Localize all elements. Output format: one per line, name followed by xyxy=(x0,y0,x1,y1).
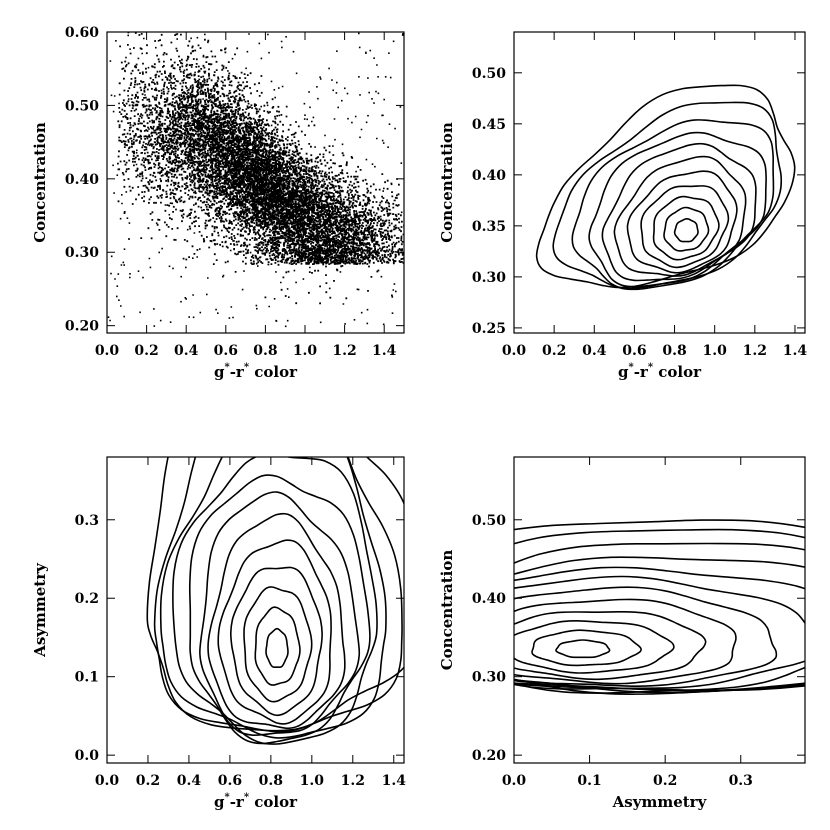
contour-level-12 xyxy=(146,457,404,732)
contour-level-9 xyxy=(571,119,775,291)
x-axis-label: g*-r* color xyxy=(618,362,702,381)
x-tick-label: 1.2 xyxy=(332,343,356,359)
y-tick-label: 0.30 xyxy=(472,670,506,686)
contour-level-6 xyxy=(207,512,346,730)
panel-bl: 0.0 0.2 0.4 0.6 0.8 1.0 1.2 1.4 0.0 0.1 0.2 0.3 g*-r… xyxy=(31,456,407,811)
x-tick-label: 0.4 xyxy=(174,343,199,359)
y-tick-label: 0.20 xyxy=(65,319,99,335)
x-tick-label: 0.0 xyxy=(502,343,527,359)
contour-level-1 xyxy=(265,627,289,669)
x-tick-label: 0.1 xyxy=(577,773,601,789)
x-tick-label: 1.0 xyxy=(703,343,728,359)
x-tick-label: 0.6 xyxy=(214,343,238,359)
x-tick-label: 1.0 xyxy=(300,773,325,789)
contour-level-3 xyxy=(243,586,313,703)
y-axis-label: Concentration xyxy=(31,122,49,243)
y-tick-label: 0.20 xyxy=(472,748,506,764)
y-tick-label: 0.50 xyxy=(65,98,99,114)
contour-level-8 xyxy=(588,131,767,288)
y-tick-label: 0.30 xyxy=(65,245,99,261)
contour-level-4 xyxy=(514,610,707,681)
contour-level-4 xyxy=(640,185,730,269)
y-tick-label: 0.40 xyxy=(65,172,99,188)
x-tick-label: 0.2 xyxy=(136,773,160,789)
y-tick-label: 0.60 xyxy=(65,25,99,41)
y-tick-label: 0.1 xyxy=(75,670,99,686)
x-tick-label: 0.0 xyxy=(95,773,120,789)
plot-area xyxy=(107,32,404,328)
plot-frame xyxy=(106,31,405,334)
contour-level-5 xyxy=(514,598,737,685)
scatter-points xyxy=(107,32,404,328)
contour-level-5 xyxy=(217,539,332,725)
contour-level-9 xyxy=(172,457,378,745)
x-tick-label: 1.2 xyxy=(743,343,767,359)
y-axis-label: Asymmetry xyxy=(31,562,49,658)
plot-area xyxy=(146,457,404,745)
contour-level-3 xyxy=(514,620,675,674)
x-tick-label: 0.2 xyxy=(653,773,677,789)
plot-area xyxy=(535,84,796,291)
contour-level-10 xyxy=(159,457,387,739)
x-tick-label: 0.4 xyxy=(582,343,607,359)
x-axis-label: g*-r* color xyxy=(214,792,298,811)
x-tick-label: 0.6 xyxy=(218,773,242,789)
x-tick-label: 0.6 xyxy=(622,343,646,359)
panel-tl: 0.0 0.2 0.4 0.6 0.8 1.0 1.2 1.4 0.20 0.30 0.40 0.50… xyxy=(31,25,405,381)
contour-level-7 xyxy=(601,142,757,282)
panel-br: 0.0 0.1 0.2 0.3 0.20 0.30 0.40 0.50 Asymmetry Con… xyxy=(438,456,806,811)
contour-level-11 xyxy=(535,84,796,289)
contour-level-7 xyxy=(514,575,805,690)
y-tick-label: 0.2 xyxy=(75,591,99,607)
contour-level-2 xyxy=(531,629,642,667)
y-axis-label: Concentration xyxy=(438,122,456,243)
y-tick-label: 0.40 xyxy=(472,168,506,184)
plot-frame xyxy=(106,456,405,764)
x-tick-label: 1.4 xyxy=(783,343,808,359)
contour-level-11 xyxy=(153,457,403,733)
y-tick-label: 0.50 xyxy=(472,66,506,82)
plot-area xyxy=(514,519,805,695)
contour-level-4 xyxy=(229,566,323,717)
y-tick-label: 0.50 xyxy=(472,513,506,529)
y-axis-label: Concentration xyxy=(438,550,456,671)
contour-level-2 xyxy=(663,206,710,252)
x-tick-label: 1.4 xyxy=(382,773,407,789)
contour-level-1 xyxy=(673,218,699,243)
contour-level-6 xyxy=(514,586,778,687)
x-tick-label: 0.2 xyxy=(134,343,158,359)
y-tick-label: 0.3 xyxy=(75,513,99,529)
x-tick-label: 0.8 xyxy=(259,773,283,789)
x-tick-label: 0.8 xyxy=(253,343,277,359)
panel-tr: 0.0 0.2 0.4 0.6 0.8 1.0 1.2 1.4 0.25 0.30 0.35 0.40… xyxy=(438,31,808,381)
contour-level-2 xyxy=(254,606,301,686)
plot-frame xyxy=(513,31,806,334)
x-tick-label: 0.8 xyxy=(662,343,686,359)
y-tick-label: 0.0 xyxy=(75,748,100,764)
x-tick-label: 1.4 xyxy=(372,343,397,359)
x-tick-label: 1.2 xyxy=(341,773,365,789)
y-tick-label: 0.40 xyxy=(472,591,506,607)
x-tick-label: 1.0 xyxy=(293,343,318,359)
plot-frame xyxy=(513,456,806,764)
contour-level-5 xyxy=(626,170,738,274)
y-tick-label: 0.25 xyxy=(472,321,506,337)
y-tick-label: 0.35 xyxy=(472,219,506,235)
x-tick-label: 0.0 xyxy=(502,773,527,789)
x-axis-label: g*-r* color xyxy=(214,362,298,381)
contour-level-8 xyxy=(188,474,371,745)
x-axis-label: Asymmetry xyxy=(612,793,708,811)
x-tick-label: 0.2 xyxy=(542,343,566,359)
x-tick-label: 0.4 xyxy=(177,773,202,789)
contour-level-3 xyxy=(652,195,720,261)
contour-level-1 xyxy=(555,639,611,659)
contour-level-10 xyxy=(552,101,783,290)
y-tick-label: 0.30 xyxy=(472,270,506,286)
x-tick-label: 0.0 xyxy=(95,343,120,359)
contour-level-8 xyxy=(514,566,805,694)
contour-level-7 xyxy=(199,491,361,737)
x-tick-label: 0.3 xyxy=(729,773,753,789)
y-tick-label: 0.45 xyxy=(472,117,506,133)
